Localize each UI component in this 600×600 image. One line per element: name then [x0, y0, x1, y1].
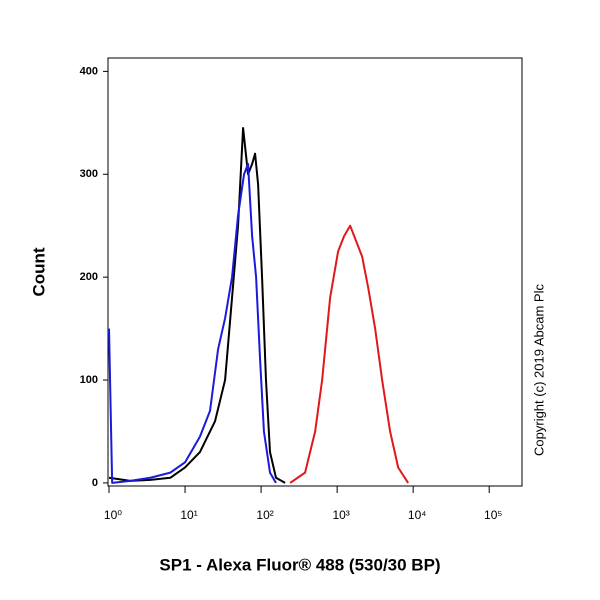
y-tick-label: 0 [92, 477, 98, 489]
x-tick-label: 10⁰ [104, 508, 122, 522]
x-tick-label: 10⁴ [408, 508, 427, 522]
x-tick-label: 10¹ [180, 508, 197, 522]
copyright: Copyright (c) 2019 Abcam Plc [531, 284, 546, 456]
y-axis-title: Count [29, 247, 48, 296]
histogram-line [108, 162, 277, 484]
x-axis-title: SP1 - Alexa Fluor® 488 (530/30 BP) [159, 555, 440, 574]
x-tick-label: 10² [256, 508, 273, 522]
plot-frame [107, 57, 523, 487]
x-tick-label: 10⁵ [484, 508, 502, 522]
histogram-line [108, 126, 286, 484]
y-tick-label: 400 [80, 65, 98, 77]
histogram-line [289, 224, 409, 484]
y-tick-label: 100 [80, 374, 98, 386]
y-tick-label: 200 [80, 271, 98, 283]
y-tick-label: 300 [80, 168, 98, 180]
x-tick-label: 10³ [332, 508, 349, 522]
